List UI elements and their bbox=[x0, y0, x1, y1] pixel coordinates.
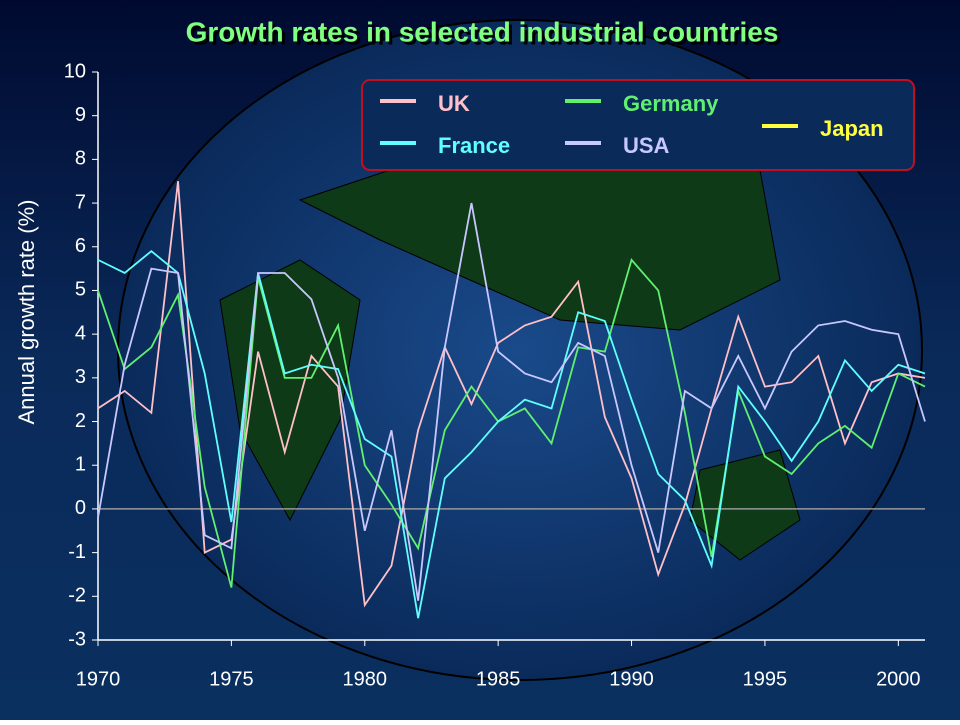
x-tick-label: 1995 bbox=[743, 668, 788, 690]
landmass bbox=[219, 129, 801, 561]
series-line bbox=[97, 249, 926, 619]
x-tick-label: 1975 bbox=[209, 668, 254, 690]
y-tick-label: 0 bbox=[75, 497, 86, 519]
x-tick-label: 1990 bbox=[609, 668, 654, 690]
y-tick-label: 3 bbox=[75, 366, 86, 388]
y-tick-label: 8 bbox=[75, 148, 86, 170]
x-tick-label: 2000 bbox=[876, 668, 921, 690]
series-line bbox=[97, 202, 926, 601]
legend-label: France bbox=[438, 133, 510, 158]
y-tick-label: 9 bbox=[75, 104, 86, 126]
y-tick-label: -3 bbox=[68, 628, 86, 650]
legend-label: Japan bbox=[820, 116, 884, 141]
legend-label: UK bbox=[438, 91, 470, 116]
chart-title-shadow: Growth rates in selected industrial coun… bbox=[189, 19, 782, 50]
y-tick-label: 5 bbox=[75, 279, 86, 301]
legend-label: USA bbox=[623, 133, 670, 158]
y-tick-label: 10 bbox=[64, 60, 86, 82]
y-axis-label: Annual growth rate (%) bbox=[14, 200, 39, 425]
series-line bbox=[97, 258, 926, 588]
y-tick-label: -2 bbox=[68, 585, 86, 607]
x-tick-label: 1985 bbox=[476, 668, 521, 690]
y-tick-label: 6 bbox=[75, 235, 86, 257]
y-tick-label: 2 bbox=[75, 410, 86, 432]
y-tick-label: 4 bbox=[75, 322, 86, 344]
y-tick-label: -1 bbox=[68, 541, 86, 563]
x-tick-label: 1980 bbox=[343, 668, 388, 690]
y-tick-label: 7 bbox=[75, 191, 86, 213]
legend-label: Germany bbox=[623, 91, 719, 116]
legend-box bbox=[361, 79, 915, 171]
x-tick-label: 1970 bbox=[76, 668, 121, 690]
y-tick-label: 1 bbox=[75, 454, 86, 476]
chart-title: Growth rates in selected industrial coun… bbox=[186, 16, 779, 47]
